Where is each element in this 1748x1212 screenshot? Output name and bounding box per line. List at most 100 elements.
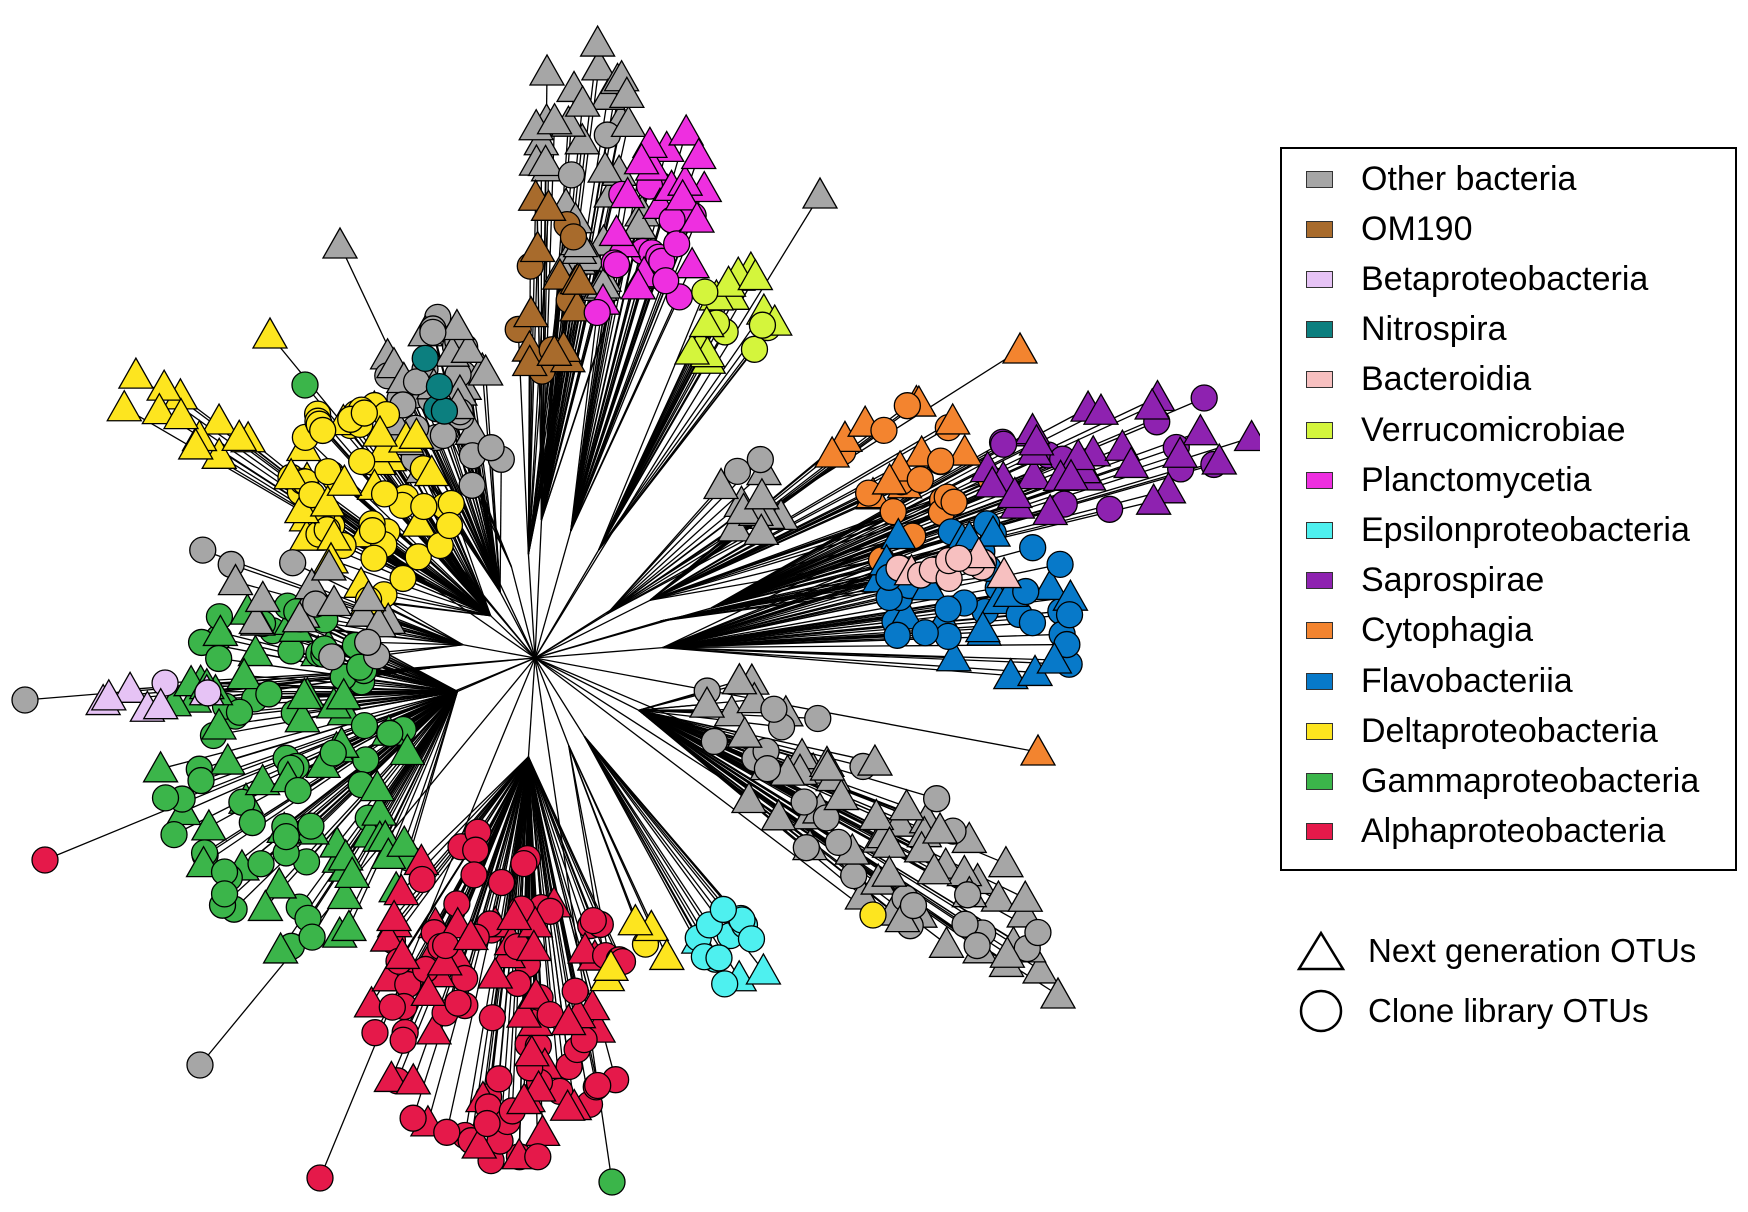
- legend-swatch: [1306, 772, 1333, 790]
- next-generation-otu-triangle: [536, 333, 573, 366]
- clone-library-otu-circle: [247, 850, 275, 878]
- next-generation-otu-triangle: [251, 316, 289, 349]
- next-generation-otu-triangle: [760, 798, 797, 831]
- tree-branch: [464, 756, 530, 1136]
- next-generation-otu-triangle: [244, 763, 281, 796]
- legend-label: Cytophagia: [1361, 611, 1534, 650]
- tree-branch: [454, 562, 536, 659]
- next-generation-otu-triangle: [384, 937, 421, 970]
- clone-library-otu-circle: [279, 549, 307, 577]
- next-generation-otu-triangle: [721, 662, 758, 695]
- clone-library-otu-circle: [700, 727, 728, 756]
- next-generation-otu-triangle: [623, 142, 660, 175]
- clone-library-otu-circle: [473, 1109, 501, 1138]
- clone-library-otu-circle: [792, 834, 820, 862]
- clone-library-otu-circle: [160, 820, 188, 849]
- legend-swatch: [1306, 371, 1333, 389]
- clone-library-otu-circle: [746, 445, 774, 474]
- tree-branch: [534, 657, 654, 749]
- legend-swatch: [1306, 572, 1333, 590]
- tree-branch: [662, 646, 1055, 661]
- next-generation-otu-triangle: [934, 402, 971, 435]
- clone-library-otu-circle: [210, 880, 239, 908]
- clone-library-otu-circle: [429, 421, 458, 450]
- tree-branch: [490, 447, 501, 592]
- next-generation-otu-triangle: [225, 657, 263, 690]
- next-generation-otu-triangle: [989, 935, 1026, 968]
- clone-library-otu-circle: [602, 251, 631, 279]
- clone-library-otu-circle: [255, 680, 283, 708]
- tree-branch: [534, 531, 572, 659]
- next-generation-otu-triangle: [281, 600, 318, 633]
- next-generation-otu-triangle: [1134, 387, 1171, 420]
- next-generation-otu-triangle: [648, 938, 685, 971]
- clone-library-otu-circle: [899, 891, 928, 920]
- tree-branch: [598, 324, 763, 551]
- tree-branch: [527, 756, 570, 1022]
- tree-branch: [44, 728, 364, 861]
- next-generation-otu-triangle: [326, 877, 363, 910]
- clone-library-otu-circle: [319, 739, 347, 767]
- clone-library-otu-circle: [284, 776, 312, 805]
- next-generation-otu-triangle: [564, 84, 601, 117]
- tree-branch: [662, 534, 899, 649]
- next-generation-otu-triangle: [373, 1060, 410, 1093]
- tree-branch: [459, 657, 536, 841]
- clone-library-otu-circle: [187, 766, 215, 795]
- tree-branch: [570, 285, 639, 532]
- next-generation-otu-triangle: [247, 889, 284, 922]
- next-generation-otu-triangle: [201, 436, 238, 469]
- tree-branch: [570, 312, 598, 532]
- clone-library-otu-circle: [151, 784, 180, 812]
- next-generation-otu-triangle: [858, 798, 895, 831]
- clone-library-otu-circle: [410, 492, 438, 521]
- next-generation-otu-triangle: [530, 188, 567, 221]
- next-generation-otu-triangle: [383, 873, 420, 906]
- tree-branch: [534, 549, 706, 659]
- next-generation-otu-triangle: [921, 811, 959, 844]
- next-generation-otu-triangle: [946, 433, 983, 466]
- tree-branch: [527, 248, 539, 555]
- next-generation-otu-triangle: [262, 931, 299, 964]
- next-generation-otu-triangle: [664, 178, 701, 211]
- next-generation-otu-triangle: [1039, 976, 1077, 1009]
- tree-branch: [583, 736, 705, 958]
- next-generation-otu-triangle: [202, 614, 239, 647]
- tree-branch: [224, 690, 458, 873]
- tree-branch: [403, 691, 459, 844]
- clone-library-otu-circle: [954, 881, 982, 909]
- clone-library-otu-circle: [350, 711, 379, 740]
- clone-library-otu-circle: [458, 471, 486, 499]
- tree-branch: [583, 735, 743, 921]
- next-generation-otu-triangle: [284, 700, 321, 733]
- clone-library-otu-circle: [430, 397, 459, 425]
- clone-library-otu-circle: [927, 447, 955, 475]
- tree-branch: [662, 646, 1036, 674]
- clone-library-otu-circle: [306, 1164, 334, 1192]
- next-generation-otu-triangle: [809, 748, 846, 781]
- legend-swatch: [1306, 672, 1333, 690]
- next-generation-otu-triangle: [517, 976, 555, 1009]
- clone-library-otu-circle: [354, 628, 382, 656]
- clone-library-otu-circle: [723, 457, 752, 486]
- next-generation-otu-triangle: [871, 462, 908, 495]
- clone-library-otu-circle: [205, 644, 233, 673]
- clone-library-otu-circle: [922, 785, 951, 813]
- clone-library-otu-circle: [348, 447, 376, 476]
- tree-branch: [570, 296, 680, 532]
- tree-branch: [534, 646, 663, 659]
- tree-branch: [344, 691, 458, 896]
- clone-library-otu-circle: [408, 865, 436, 894]
- tree-branch: [356, 657, 536, 674]
- clone-library-otu-circle: [557, 161, 586, 189]
- tree-branch: [462, 644, 536, 659]
- legend-item: Other bacteria: [1306, 159, 1576, 199]
- legend-shape-label: Clone library OTUs: [1368, 992, 1649, 1029]
- tree-branch: [328, 566, 464, 646]
- next-generation-otu-triangle: [587, 150, 624, 183]
- next-generation-otu-triangle: [361, 414, 399, 447]
- tree-branch: [568, 745, 636, 922]
- clone-library-otu-circle: [705, 944, 733, 972]
- next-generation-otu-triangle: [273, 457, 310, 490]
- clone-library-otu-circle: [804, 704, 832, 733]
